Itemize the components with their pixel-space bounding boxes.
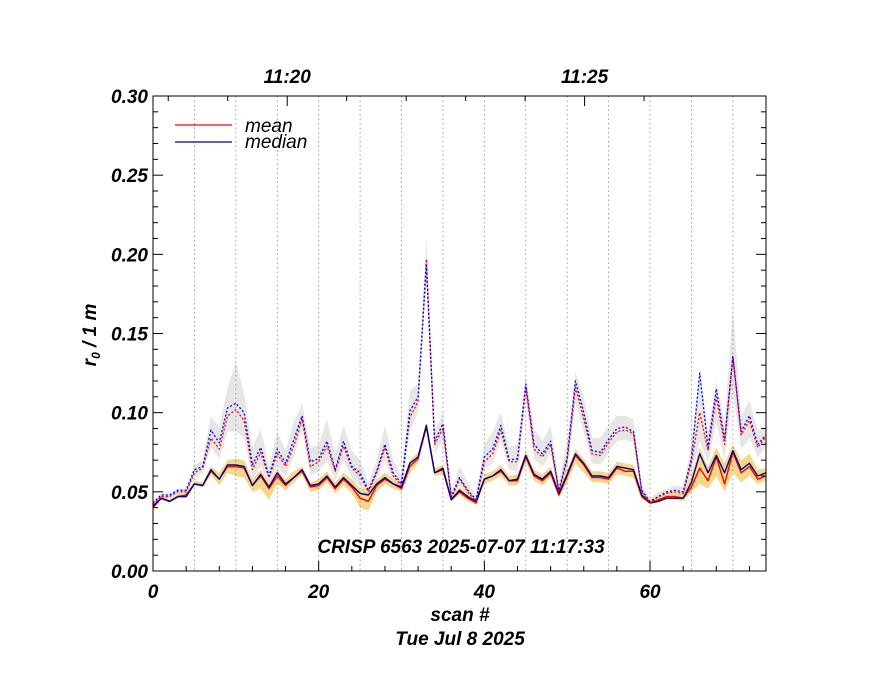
data-series bbox=[152, 258, 767, 509]
y-tick-label-0.00: 0.00 bbox=[111, 562, 148, 583]
y-axis-title-sub: 0 bbox=[89, 352, 103, 359]
y-axis-title-rest: / 1 m bbox=[80, 304, 101, 353]
date-label: Tue Jul 8 2025 bbox=[395, 629, 525, 650]
x-tick-label-0: 0 bbox=[148, 582, 159, 603]
band-low-spread bbox=[153, 422, 766, 511]
y-axis-title-main: r bbox=[80, 357, 101, 366]
tick-labels: 0 20 40 60 0.00 0.05 0.10 0.15 0.20 0.25 0.30 11:20… bbox=[111, 67, 661, 603]
top-time-label-11-25: 11:25 bbox=[561, 67, 609, 88]
y-tick-label-0.20: 0.20 bbox=[111, 245, 148, 266]
x-axis-title: scan # bbox=[430, 605, 490, 626]
top-time-label-11-20: 11:20 bbox=[264, 67, 312, 88]
y-tick-label-0.30: 0.30 bbox=[111, 87, 148, 108]
spread-bands bbox=[153, 238, 766, 511]
series-line-median-low bbox=[152, 424, 767, 507]
legend-label-mean: mean bbox=[245, 116, 293, 137]
y-tick-label-0.05: 0.05 bbox=[111, 483, 148, 504]
band-high-spread bbox=[153, 238, 766, 505]
y-tick-label-0.10: 0.10 bbox=[111, 404, 148, 425]
axes-frame bbox=[152, 95, 767, 572]
x-tick-label-20: 20 bbox=[307, 582, 330, 603]
legend-label-median: median bbox=[245, 132, 307, 153]
legend: mean median bbox=[175, 116, 307, 153]
x-tick-label-40: 40 bbox=[473, 582, 496, 603]
x-tick-label-60: 60 bbox=[639, 582, 661, 603]
series-line-median-high bbox=[152, 264, 767, 504]
y-axis-title: r0 / 1 m bbox=[80, 304, 103, 367]
chart-annotation: CRISP 6563 2025-07-07 11:17:33 bbox=[317, 537, 605, 558]
y-tick-label-0.25: 0.25 bbox=[111, 166, 148, 187]
y-tick-label-0.15: 0.15 bbox=[111, 325, 148, 346]
